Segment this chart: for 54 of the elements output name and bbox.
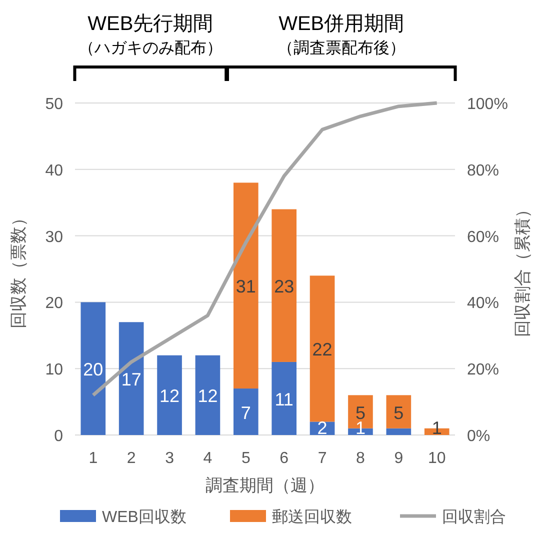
bar (386, 395, 412, 428)
y-tick-label: 50 (45, 96, 64, 113)
data-label: 31 (236, 276, 256, 297)
x-tick-label: 2 (126, 450, 136, 467)
bar (233, 388, 258, 435)
y2-axis-title: 回収割合（累積） (513, 201, 532, 337)
data-label: 2 (317, 418, 328, 438)
bar (80, 302, 106, 435)
data-label: 5 (394, 402, 404, 423)
x-tick-label: 6 (280, 450, 289, 467)
data-label: 22 (312, 340, 332, 360)
y-tick-label: 20 (45, 295, 64, 312)
data-label: 20 (83, 360, 104, 380)
data-label: 23 (274, 276, 294, 297)
x-tick-label: 7 (318, 450, 327, 467)
legend-label: WEB回収数 (102, 508, 186, 526)
bar (233, 182, 258, 389)
x-tick-label: 8 (356, 450, 366, 467)
y2-tick-label: 60% (467, 228, 500, 246)
x-tick-label: 1 (88, 450, 98, 467)
y-tick-label: 40 (45, 162, 64, 180)
bar (272, 209, 297, 362)
bar (310, 276, 335, 422)
x-tick-label: 9 (394, 450, 404, 467)
text: （調査票配布後） (277, 39, 406, 57)
x-tick-label: 4 (203, 450, 212, 467)
y2-tick-label: 40% (467, 295, 500, 312)
text: （ハガキのみ配布） (78, 40, 222, 57)
data-label: 17 (121, 370, 142, 390)
data-label: 12 (160, 386, 180, 406)
y-tick-label: 30 (45, 228, 64, 246)
data-label: 7 (240, 402, 251, 423)
x-tick-label: 5 (241, 450, 250, 467)
bar (157, 355, 182, 435)
text: WEB先行期間 (88, 13, 214, 35)
bar (386, 428, 412, 435)
text: WEB併用期間 (278, 13, 404, 35)
x-tick-label: 10 (428, 450, 446, 467)
data-label: 12 (198, 386, 218, 406)
legend-label: 回収割合 (442, 508, 506, 526)
y2-tick-label: 20% (467, 362, 500, 379)
legend-label: 郵送回収数 (272, 508, 352, 526)
x-axis-title: 調査期間（週） (206, 476, 324, 495)
bar (118, 322, 144, 435)
bar (195, 355, 220, 435)
bar (272, 362, 297, 435)
x-tick-label: 3 (165, 450, 174, 467)
data-label: 11 (274, 389, 294, 410)
y-tick-label: 0 (54, 428, 64, 445)
y-axis-title: 回収数（票数） (9, 210, 28, 328)
y2-tick-label: 80% (467, 162, 500, 180)
y2-tick-label: 100% (467, 96, 508, 113)
y2-tick-label: 0% (467, 428, 490, 445)
y-tick-label: 10 (45, 362, 64, 379)
